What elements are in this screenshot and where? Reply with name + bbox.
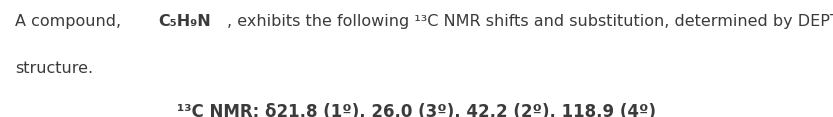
- Text: A compound,: A compound,: [15, 14, 127, 29]
- Text: , exhibits the following ¹³C NMR shifts and substitution, determined by DEPT.  D: , exhibits the following ¹³C NMR shifts …: [227, 14, 833, 29]
- Text: structure.: structure.: [15, 61, 93, 76]
- Text: ¹³C NMR: δ21.8 (1º), 26.0 (3º), 42.2 (2º), 118.9 (4º): ¹³C NMR: δ21.8 (1º), 26.0 (3º), 42.2 (2º…: [177, 103, 656, 117]
- Text: C₅H₉N: C₅H₉N: [158, 14, 212, 29]
